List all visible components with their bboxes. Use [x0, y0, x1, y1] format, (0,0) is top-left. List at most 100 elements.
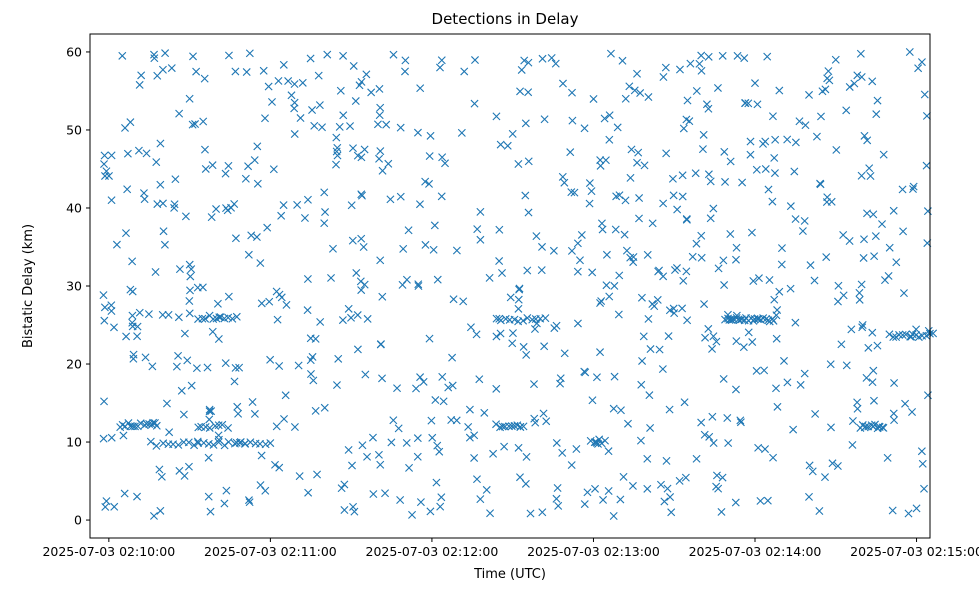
- y-tick-label: 10: [66, 435, 82, 450]
- data-point: [437, 192, 446, 201]
- data-point: [184, 462, 193, 471]
- data-point: [221, 359, 230, 368]
- data-point: [224, 438, 233, 446]
- data-point: [185, 309, 194, 318]
- data-point: [378, 166, 387, 175]
- data-point: [161, 49, 170, 58]
- data-point: [870, 252, 879, 261]
- data-point: [290, 80, 299, 89]
- data-point: [537, 266, 546, 275]
- data-point: [198, 314, 207, 323]
- data-point: [868, 328, 877, 337]
- data-point: [899, 289, 908, 298]
- data-point: [791, 138, 800, 147]
- data-point: [675, 476, 684, 485]
- data-point: [459, 297, 468, 306]
- data-point: [599, 495, 608, 504]
- data-point: [721, 177, 730, 186]
- data-point: [523, 266, 532, 275]
- data-point: [638, 356, 647, 365]
- data-point: [853, 398, 862, 407]
- data-point: [524, 157, 533, 166]
- data-point: [187, 381, 196, 390]
- data-point: [404, 226, 413, 235]
- data-point: [573, 319, 582, 328]
- data-point: [904, 509, 913, 518]
- data-point: [492, 112, 501, 121]
- data-point: [572, 444, 581, 453]
- data-point: [558, 172, 567, 181]
- data-point: [344, 304, 353, 313]
- x-tick-label: 2025-07-03 02:14:00: [689, 544, 822, 559]
- data-point: [626, 173, 635, 182]
- data-point: [338, 316, 347, 325]
- data-point: [602, 281, 611, 290]
- data-point: [526, 509, 535, 518]
- data-point: [847, 325, 856, 334]
- data-point: [898, 185, 907, 194]
- data-point: [174, 351, 183, 360]
- data-point: [128, 311, 137, 320]
- data-point: [162, 399, 171, 408]
- data-point: [609, 511, 618, 520]
- data-point: [709, 439, 718, 448]
- data-point: [295, 472, 304, 481]
- data-point: [514, 304, 523, 313]
- data-point: [567, 188, 576, 197]
- data-point: [616, 495, 625, 504]
- data-point: [231, 67, 240, 76]
- data-point: [159, 227, 168, 236]
- data-point: [126, 118, 135, 127]
- data-point: [692, 86, 701, 95]
- data-point: [433, 441, 442, 450]
- data-point: [909, 182, 918, 191]
- data-point: [587, 187, 596, 196]
- data-point: [426, 131, 435, 140]
- data-point: [589, 94, 598, 103]
- data-point: [683, 316, 692, 325]
- data-point: [363, 314, 372, 323]
- data-point: [889, 409, 898, 418]
- data-point: [821, 473, 829, 482]
- data-point: [244, 250, 253, 259]
- data-point: [470, 99, 479, 108]
- data-point: [308, 106, 317, 115]
- data-point: [666, 493, 675, 502]
- y-tick-label: 40: [66, 200, 82, 215]
- data-point: [405, 463, 414, 472]
- data-point: [205, 415, 214, 424]
- data-point: [320, 219, 329, 228]
- data-point: [313, 470, 322, 479]
- data-point: [349, 61, 358, 70]
- data-point: [726, 315, 735, 324]
- data-point: [620, 230, 629, 239]
- data-point: [158, 310, 167, 319]
- data-point: [860, 235, 868, 244]
- data-point: [245, 49, 254, 58]
- data-point: [110, 502, 119, 511]
- data-point: [425, 179, 434, 188]
- data-point: [316, 317, 325, 326]
- data-point: [633, 69, 642, 78]
- data-point: [492, 420, 501, 429]
- data-point: [349, 502, 358, 511]
- data-point: [413, 452, 422, 461]
- data-point: [263, 223, 272, 232]
- data-point: [107, 151, 116, 160]
- data-point: [133, 332, 142, 341]
- data-point: [592, 438, 601, 447]
- data-point: [153, 200, 162, 209]
- data-point: [922, 331, 931, 340]
- data-point: [609, 404, 618, 413]
- data-point: [524, 208, 533, 217]
- data-point: [355, 81, 364, 90]
- data-point: [398, 280, 407, 289]
- data-point: [318, 123, 326, 132]
- data-point: [705, 432, 714, 441]
- data-point: [340, 480, 349, 489]
- data-point: [180, 329, 189, 338]
- data-point: [232, 312, 241, 321]
- data-point: [646, 345, 655, 354]
- data-point: [635, 214, 643, 223]
- data-point: [300, 213, 309, 222]
